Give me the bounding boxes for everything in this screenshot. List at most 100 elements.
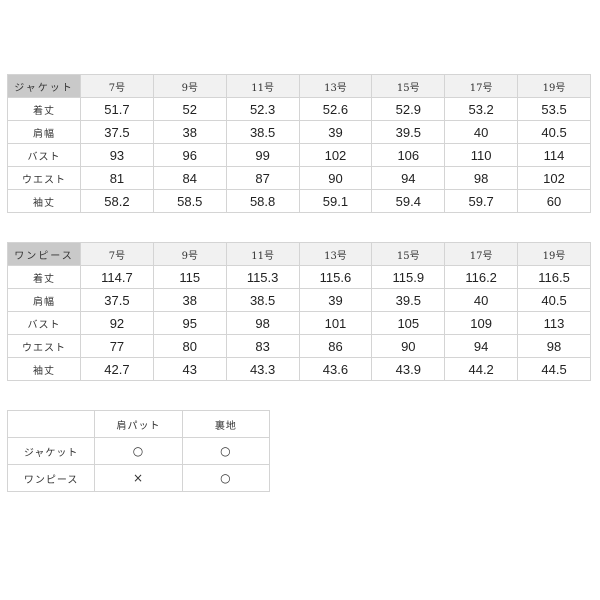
column-header	[6, 410, 96, 438]
jacket-size-table: ジャケット 7号 9号 11号 13号 15号 17号 19号 着丈 51.7 52 52.3 52.6…	[7, 74, 591, 213]
feature-mark: ○	[181, 437, 271, 465]
measurement-cell: 96	[152, 143, 227, 167]
measurement-cell: 92	[80, 311, 154, 335]
header-row: ワンピース 7号 9号 11号 13号 15号 17号 19号	[7, 242, 591, 266]
measurement-cell: 90	[298, 166, 373, 190]
size-header: 15号	[371, 74, 446, 98]
column-header: 肩パット	[94, 410, 183, 438]
measurement-cell: 115	[152, 265, 227, 289]
measurement-cell: 115.6	[298, 265, 373, 289]
measurement-cell: 43.6	[298, 357, 373, 381]
size-header: 13号	[298, 242, 373, 266]
table-row: 袖丈 42.7 43 43.3 43.6 43.9 44.2 44.5	[7, 357, 591, 381]
size-header: 19号	[517, 74, 591, 98]
feature-mark: ○	[181, 464, 271, 492]
row-label: 肩幅	[7, 288, 81, 312]
measurement-cell: 80	[152, 334, 227, 358]
measurement-cell: 40	[444, 120, 519, 144]
row-label: バスト	[7, 143, 81, 167]
feature-mark: ×	[94, 464, 183, 492]
measurement-cell: 115.9	[371, 265, 446, 289]
size-header: 9号	[152, 242, 227, 266]
measurement-cell: 40.5	[517, 120, 591, 144]
measurement-cell: 101	[298, 311, 373, 335]
measurement-cell: 115.3	[225, 265, 300, 289]
size-header: 17号	[444, 242, 519, 266]
measurement-cell: 44.5	[517, 357, 591, 381]
measurement-cell: 38.5	[225, 120, 300, 144]
table-title: ジャケット	[7, 74, 81, 98]
measurement-cell: 52.6	[298, 97, 373, 121]
measurement-cell: 38.5	[225, 288, 300, 312]
table-row: 着丈 114.7 115 115.3 115.6 115.9 116.2 116.5	[7, 265, 591, 289]
table-row: 袖丈 58.2 58.5 58.8 59.1 59.4 59.7 60	[7, 189, 591, 213]
measurement-cell: 52.9	[371, 97, 446, 121]
measurement-cell: 42.7	[80, 357, 154, 381]
row-label: ウエスト	[7, 166, 81, 190]
table-row: ウエスト 77 80 83 86 90 94 98	[7, 334, 591, 358]
measurement-cell: 106	[371, 143, 446, 167]
table-row: 肩幅 37.5 38 38.5 39 39.5 40 40.5	[7, 120, 591, 144]
measurement-cell: 94	[371, 166, 446, 190]
row-label: 着丈	[7, 97, 81, 121]
column-header: 裏地	[181, 410, 271, 438]
row-label: ウエスト	[7, 334, 81, 358]
row-label: 袖丈	[7, 189, 81, 213]
table-row: バスト 92 95 98 101 105 109 113	[7, 311, 591, 335]
measurement-cell: 110	[444, 143, 519, 167]
table-title: ワンピース	[7, 242, 81, 266]
measurement-cell: 51.7	[80, 97, 154, 121]
size-header: 15号	[371, 242, 446, 266]
measurement-cell: 43	[152, 357, 227, 381]
measurement-cell: 105	[371, 311, 446, 335]
measurement-cell: 83	[225, 334, 300, 358]
table-row: バスト 93 96 99 102 106 110 114	[7, 143, 591, 167]
measurement-cell: 38	[152, 120, 227, 144]
row-label: 肩幅	[7, 120, 81, 144]
size-header: 7号	[80, 74, 154, 98]
measurement-cell: 98	[444, 166, 519, 190]
table-row: 着丈 51.7 52 52.3 52.6 52.9 53.2 53.5	[7, 97, 591, 121]
measurement-cell: 84	[152, 166, 227, 190]
measurement-cell: 116.2	[444, 265, 519, 289]
table-row: ウエスト 81 84 87 90 94 98 102	[7, 166, 591, 190]
measurement-cell: 59.7	[444, 189, 519, 213]
measurement-cell: 113	[517, 311, 591, 335]
measurement-cell: 44.2	[444, 357, 519, 381]
measurement-cell: 102	[517, 166, 591, 190]
measurement-cell: 58.5	[152, 189, 227, 213]
measurement-cell: 43.3	[225, 357, 300, 381]
measurement-cell: 53.2	[444, 97, 519, 121]
row-label: 着丈	[7, 265, 81, 289]
measurement-cell: 90	[371, 334, 446, 358]
feature-table: 肩パット 裏地 ジャケット ○ ○ ワンピース × ○	[6, 410, 271, 492]
measurement-cell: 39	[298, 288, 373, 312]
row-label: バスト	[7, 311, 81, 335]
dress-size-table: ワンピース 7号 9号 11号 13号 15号 17号 19号 着丈 114.7 115 115.3 1…	[7, 242, 591, 381]
measurement-cell: 77	[80, 334, 154, 358]
size-header: 17号	[444, 74, 519, 98]
measurement-cell: 53.5	[517, 97, 591, 121]
table-row: ワンピース × ○	[6, 464, 271, 492]
measurement-cell: 58.8	[225, 189, 300, 213]
measurement-cell: 59.4	[371, 189, 446, 213]
measurement-cell: 81	[80, 166, 154, 190]
table-row: ジャケット ○ ○	[6, 437, 271, 465]
measurement-cell: 40.5	[517, 288, 591, 312]
measurement-cell: 93	[80, 143, 154, 167]
size-header: 13号	[298, 74, 373, 98]
measurement-cell: 98	[517, 334, 591, 358]
header-row: ジャケット 7号 9号 11号 13号 15号 17号 19号	[7, 74, 591, 98]
measurement-cell: 114.7	[80, 265, 154, 289]
measurement-cell: 87	[225, 166, 300, 190]
row-label: 袖丈	[7, 357, 81, 381]
row-label: ワンピース	[6, 464, 96, 492]
measurement-cell: 99	[225, 143, 300, 167]
feature-mark: ○	[94, 437, 183, 465]
measurement-cell: 52	[152, 97, 227, 121]
table-row: 肩幅 37.5 38 38.5 39 39.5 40 40.5	[7, 288, 591, 312]
measurement-cell: 116.5	[517, 265, 591, 289]
measurement-cell: 40	[444, 288, 519, 312]
measurement-cell: 43.9	[371, 357, 446, 381]
measurement-cell: 58.2	[80, 189, 154, 213]
